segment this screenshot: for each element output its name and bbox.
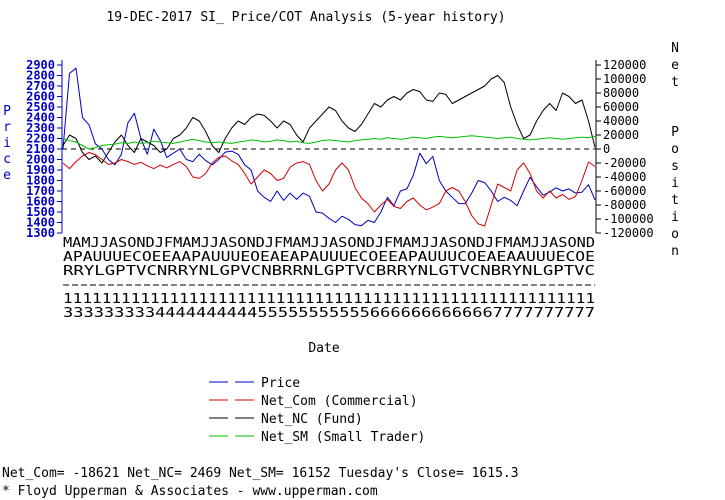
right-tick-label: -120000 bbox=[603, 226, 654, 240]
right-axis-letter: o bbox=[671, 227, 679, 242]
right-tick-label: -60000 bbox=[603, 184, 646, 198]
right-ticks: 120000100000800006000040000200000-20000-… bbox=[596, 58, 654, 240]
footer-credit: * Floyd Upperman & Associates - www.uppe… bbox=[2, 484, 378, 499]
right-axis-letter: o bbox=[671, 142, 679, 157]
series-lines bbox=[62, 67, 596, 227]
x-month-letters-2: APAUUUECOEEAAPAUUUEOEAEAPAUUUECOEEAPAUUU… bbox=[63, 250, 595, 265]
legend: Price Net_Com (Commercial) Net_NC (Fund) Ne… bbox=[209, 376, 425, 445]
left-tick-label: 1500 bbox=[26, 205, 55, 219]
left-tick-label: 2000 bbox=[26, 153, 55, 167]
x-axis-label: Date bbox=[308, 341, 339, 356]
left-tick-label: 2900 bbox=[26, 58, 55, 72]
x-year-digit-2: 3333333334444444444555555555556666666666… bbox=[63, 306, 595, 321]
left-axis-letter: i bbox=[3, 136, 11, 151]
left-tick-label: 1300 bbox=[26, 226, 55, 240]
left-axis-letter: c bbox=[3, 152, 11, 167]
legend-label: Price bbox=[261, 376, 300, 391]
right-tick-label: 100000 bbox=[603, 72, 646, 86]
left-tick-label: 1800 bbox=[26, 174, 55, 188]
right-axis-letter: t bbox=[671, 193, 679, 208]
right-tick-label: -80000 bbox=[603, 198, 646, 212]
series-line-3 bbox=[62, 135, 596, 150]
footer-values: Net_Com= -18621 Net_NC= 2469 Net_SM= 161… bbox=[2, 466, 519, 481]
plot-area bbox=[61, 60, 597, 233]
series-line-0 bbox=[62, 67, 596, 227]
left-tick-label: 2200 bbox=[26, 132, 55, 146]
left-axis-label: Price bbox=[3, 104, 11, 183]
right-tick-label: -40000 bbox=[603, 170, 646, 184]
right-tick-label: -100000 bbox=[603, 212, 654, 226]
right-tick-label: 60000 bbox=[603, 100, 639, 114]
left-tick-label: 1400 bbox=[26, 216, 55, 230]
left-axis-letter: P bbox=[3, 104, 11, 119]
left-tick-label: 2400 bbox=[26, 111, 55, 125]
right-axis-letter: s bbox=[671, 159, 679, 174]
left-tick-label: 1600 bbox=[26, 195, 55, 209]
right-axis-letter: N bbox=[671, 41, 679, 56]
right-tick-label: 20000 bbox=[603, 128, 639, 142]
left-tick-label: 2300 bbox=[26, 121, 55, 135]
left-axis-letter: r bbox=[3, 120, 11, 135]
right-axis-letter: P bbox=[671, 125, 679, 140]
x-month-letters: MAMJJASONDJFMAMJJASONDJFMAMJJASONDJFMAMJ… bbox=[63, 236, 595, 251]
series-line-1 bbox=[62, 152, 596, 227]
right-axis-letter: i bbox=[671, 210, 679, 225]
left-tick-label: 2600 bbox=[26, 90, 55, 104]
x-axis-labels: MAMJJASONDJFMAMJJASONDJFMAMJJASONDJFMAMJ… bbox=[63, 236, 595, 321]
legend-label: Net_Com (Commercial) bbox=[261, 394, 418, 409]
right-axis-letter: t bbox=[671, 75, 679, 90]
left-tick-label: 2500 bbox=[26, 100, 55, 114]
right-tick-label: 80000 bbox=[603, 86, 639, 100]
left-tick-label: 2100 bbox=[26, 142, 55, 156]
right-tick-label: 120000 bbox=[603, 58, 646, 72]
legend-label: Net_NC (Fund) bbox=[261, 412, 363, 427]
right-tick-label: 0 bbox=[603, 142, 610, 156]
legend-label: Net_SM (Small Trader) bbox=[261, 430, 425, 445]
series-line-2 bbox=[62, 75, 596, 164]
x-month-letters-3: RRYLGPTVCNRRYNLGPVCNBRRNLGPTVCBRRYNLGTVC… bbox=[63, 264, 595, 279]
right-tick-label: -20000 bbox=[603, 156, 646, 170]
right-axis-letter: e bbox=[671, 58, 679, 73]
right-tick-label: 40000 bbox=[603, 114, 639, 128]
left-tick-label: 2800 bbox=[26, 69, 55, 83]
right-axis-letter: i bbox=[671, 176, 679, 191]
left-axis-letter: e bbox=[3, 168, 11, 183]
right-axis-letter: n bbox=[671, 244, 679, 259]
left-tick-label: 1700 bbox=[26, 184, 55, 198]
left-tick-label: 1900 bbox=[26, 163, 55, 177]
left-tick-label: 2700 bbox=[26, 79, 55, 93]
x-year-digit-1: 1111111111111111111111111111111111111111… bbox=[63, 292, 595, 307]
chart-title: 19-DEC-2017 SI_ Price/COT Analysis (5-ye… bbox=[106, 10, 505, 25]
left-ticks: 2900280027002600250024002300220021002000… bbox=[26, 58, 62, 240]
